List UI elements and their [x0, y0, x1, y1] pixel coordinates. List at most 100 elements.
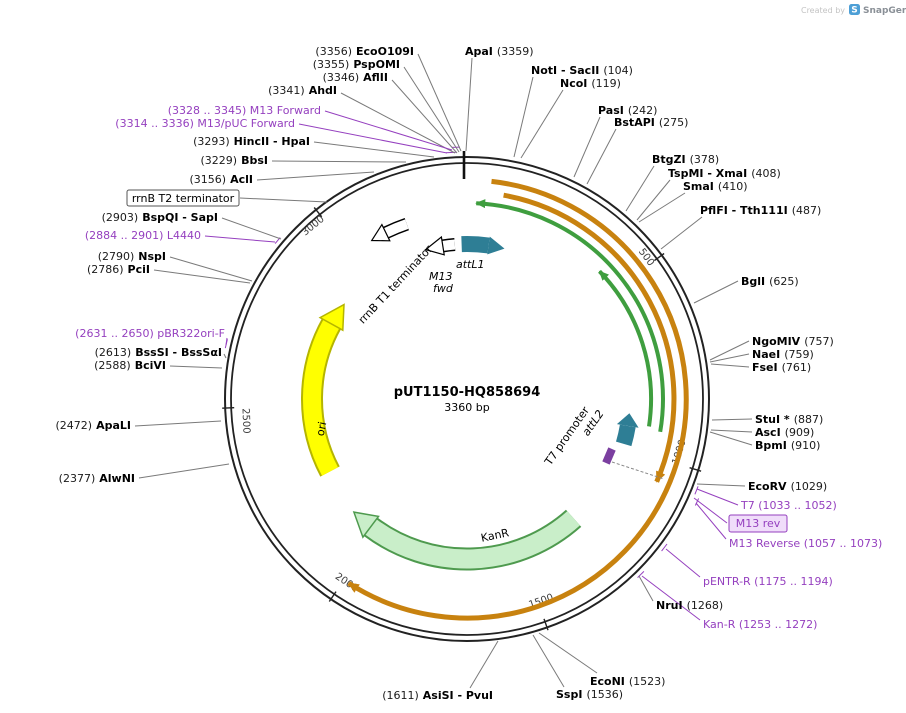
- enzyme-label-pasi[interactable]: PasI (242): [598, 104, 657, 117]
- position-part[interactable]: (2786): [87, 263, 124, 276]
- enzyme-name-part[interactable]: TspMI - XmaI: [668, 167, 747, 180]
- enzyme-label-bgli[interactable]: BglI (625): [741, 275, 799, 288]
- enzyme-name-part[interactable]: BstAPI: [614, 116, 655, 129]
- gene-arc-inner[interactable]: [598, 269, 653, 427]
- position-part[interactable]: (1611): [382, 689, 419, 702]
- ori-feature-arrow[interactable]: [301, 303, 345, 477]
- position-part[interactable]: (887): [794, 413, 824, 426]
- enzyme-name-part[interactable]: NotI - SacII: [531, 64, 599, 77]
- position-part[interactable]: (1268): [687, 599, 724, 612]
- enzyme-name-part[interactable]: FseI: [752, 361, 778, 374]
- enzyme-name-part[interactable]: SmaI: [683, 180, 714, 193]
- position-part[interactable]: (275): [659, 116, 689, 129]
- enzyme-name-part[interactable]: BspQI - SapI: [142, 211, 218, 224]
- position-part[interactable]: (2903): [102, 211, 139, 224]
- position-part[interactable]: (1029): [791, 480, 828, 493]
- enzyme-label-bcivi[interactable]: (2588) BciVI: [94, 359, 166, 372]
- enzyme-label-apali[interactable]: (2472) ApaLI: [56, 419, 132, 432]
- m13-rev-label-box[interactable]: M13 rev: [728, 514, 788, 533]
- enzyme-name-part[interactable]: BciVI: [135, 359, 166, 372]
- enzyme-name-part[interactable]: AsiSI - PvuI: [423, 689, 493, 702]
- enzyme-name-part[interactable]: AhdI: [309, 84, 337, 97]
- enzyme-name-part[interactable]: AflII: [363, 71, 388, 84]
- primer-label-t7[interactable]: T7 (1033 .. 1052): [740, 499, 837, 512]
- t7-promoter-feature[interactable]: [602, 447, 616, 465]
- kanr-feature-arrow[interactable]: [352, 509, 582, 571]
- position-part[interactable]: (3341): [268, 84, 305, 97]
- m13-fwd-label-line1[interactable]: M13: [429, 270, 453, 283]
- position-part[interactable]: (2377): [59, 472, 96, 485]
- enzyme-label-ecorv[interactable]: EcoRV (1029): [748, 480, 827, 493]
- position-part[interactable]: (3356): [315, 45, 352, 58]
- enzyme-label-bspqi-sapi[interactable]: (2903) BspQI - SapI: [102, 211, 218, 224]
- primer-label-m13-forward[interactable]: (3328 .. 3345) M13 Forward: [168, 104, 321, 117]
- position-part[interactable]: (378): [690, 153, 720, 166]
- primer-label-l4440[interactable]: (2884 .. 2901) L4440: [85, 229, 201, 242]
- rrnb-t1-label[interactable]: rrnB T1 terminator: [356, 242, 436, 326]
- enzyme-name-part[interactable]: NgoMIV: [752, 335, 801, 348]
- position-part[interactable]: (761): [782, 361, 812, 374]
- rrnb-t2-label[interactable]: rrnB T2 terminator: [132, 192, 235, 205]
- position-part[interactable]: (3355): [313, 58, 350, 71]
- attl2-feature-arrow[interactable]: [615, 413, 639, 447]
- enzyme-name-part[interactable]: ApaI: [465, 45, 493, 58]
- m13-rev-label[interactable]: M13 rev: [736, 517, 781, 530]
- enzyme-label-ngomiv[interactable]: NgoMIV (757): [752, 335, 834, 348]
- primer-label-m13-puc-forward[interactable]: (3314 .. 3336) M13/pUC Forward: [115, 117, 295, 130]
- enzyme-name-part[interactable]: HincII - HpaI: [234, 135, 310, 148]
- enzyme-name-part[interactable]: NspI: [138, 250, 166, 263]
- enzyme-name-part[interactable]: BtgZI: [652, 153, 686, 166]
- enzyme-name-part[interactable]: NaeI: [752, 348, 780, 361]
- enzyme-name-part[interactable]: PspOMI: [353, 58, 400, 71]
- position-part[interactable]: (3156): [190, 173, 227, 186]
- gene-arc-outer[interactable]: [475, 199, 665, 433]
- position-part[interactable]: (759): [784, 348, 814, 361]
- enzyme-label-alwni[interactable]: (2377) AlwNI: [59, 472, 135, 485]
- position-part[interactable]: (3359): [497, 45, 534, 58]
- enzyme-label-econi[interactable]: EcoNI (1523): [590, 675, 665, 688]
- enzyme-name-part[interactable]: StuI *: [755, 413, 790, 426]
- m13-fwd-label-line2[interactable]: fwd: [433, 282, 454, 295]
- attl1-feature-arrow[interactable]: [461, 236, 505, 255]
- t7-promoter-label[interactable]: T7 promoter: [542, 404, 593, 469]
- enzyme-name-part[interactable]: BpmI: [755, 439, 787, 452]
- m13-reverse-site[interactable]: [694, 498, 700, 506]
- enzyme-label-pcii[interactable]: (2786) PciI: [87, 263, 150, 276]
- position-part[interactable]: (2790): [98, 250, 135, 263]
- enzyme-label-noti-sacii[interactable]: NotI - SacII (104): [531, 64, 633, 77]
- primer-label-pentr-r[interactable]: pENTR-R (1175 .. 1194): [703, 575, 833, 588]
- enzyme-name-part[interactable]: SspI: [556, 688, 582, 701]
- enzyme-label-fsei[interactable]: FseI (761): [752, 361, 811, 374]
- enzyme-name-part[interactable]: BglI: [741, 275, 765, 288]
- m13-fwd-feature-arrow[interactable]: [424, 235, 456, 256]
- primer-label-m13-reverse[interactable]: M13 Reverse (1057 .. 1073): [729, 537, 882, 550]
- enzyme-label-ncoi[interactable]: NcoI (119): [560, 77, 621, 90]
- position-part[interactable]: (487): [792, 204, 822, 217]
- insert-arc-outer[interactable]: [347, 178, 689, 621]
- enzyme-name-part[interactable]: EcoO109I: [356, 45, 414, 58]
- position-part[interactable]: (910): [791, 439, 821, 452]
- position-part[interactable]: (408): [751, 167, 781, 180]
- enzyme-label-tspmi-xmai[interactable]: TspMI - XmaI (408): [668, 167, 781, 180]
- position-part[interactable]: (242): [628, 104, 658, 117]
- enzyme-label-asisi-pvui[interactable]: (1611) AsiSI - PvuI: [382, 689, 493, 702]
- rrnb-t2-label-box[interactable]: rrnB T2 terminator: [126, 189, 240, 207]
- ori-label[interactable]: ori: [314, 421, 330, 438]
- enzyme-label-stui[interactable]: StuI * (887): [755, 413, 823, 426]
- enzyme-name-part[interactable]: EcoRV: [748, 480, 787, 493]
- enzyme-label-bstapi[interactable]: BstAPI (275): [614, 116, 688, 129]
- enzyme-label-bpmi[interactable]: BpmI (910): [755, 439, 820, 452]
- enzyme-label-nrui[interactable]: NruI (1268): [656, 599, 723, 612]
- enzyme-label-smai[interactable]: SmaI (410): [683, 180, 748, 193]
- position-part[interactable]: (2472): [56, 419, 93, 432]
- position-part[interactable]: (3293): [193, 135, 230, 148]
- kan-r-site[interactable]: [637, 571, 645, 578]
- position-part[interactable]: (2588): [94, 359, 131, 372]
- enzyme-label-sspi[interactable]: SspI (1536): [556, 688, 623, 701]
- enzyme-label-apai[interactable]: ApaI (3359): [465, 45, 533, 58]
- enzyme-name-part[interactable]: ApaLI: [96, 419, 131, 432]
- position-part[interactable]: (909): [785, 426, 815, 439]
- rrnb-t1-feature-arrow[interactable]: [370, 217, 409, 242]
- enzyme-label-nspi[interactable]: (2790) NspI: [98, 250, 166, 263]
- position-part[interactable]: (119): [591, 77, 621, 90]
